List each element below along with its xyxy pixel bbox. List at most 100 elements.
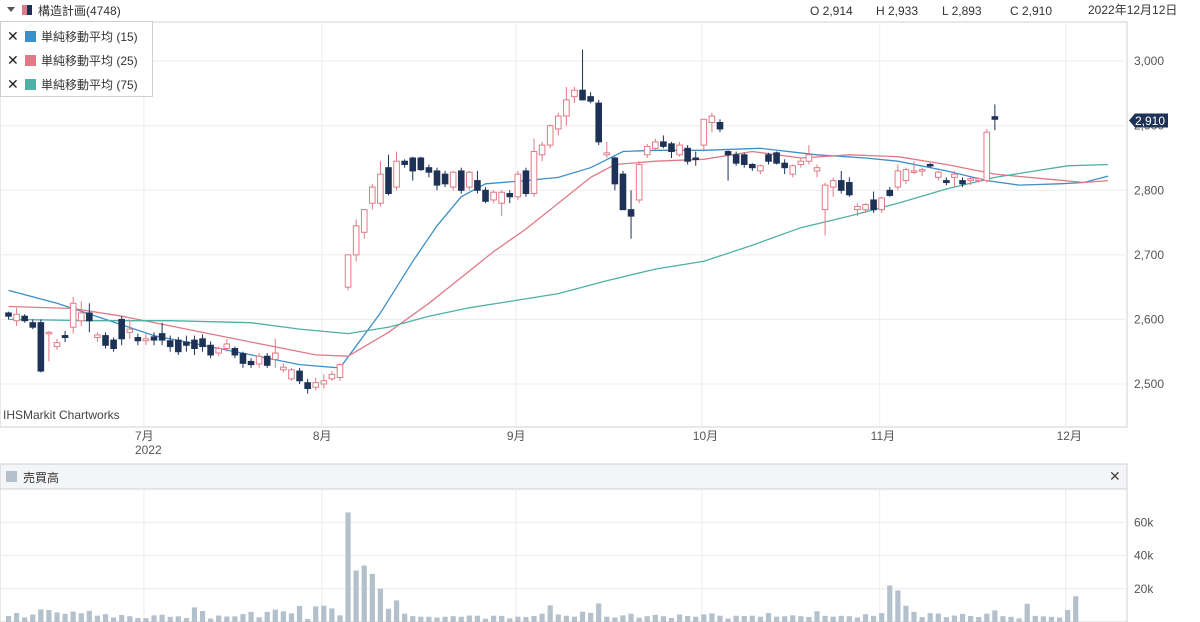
candle: [991, 104, 999, 131]
volume-bar: [86, 610, 92, 622]
close-volume-icon[interactable]: ✕: [1109, 469, 1121, 485]
volume-y-axis: 20k 40k 60k: [1134, 515, 1154, 595]
volume-bar: [862, 614, 869, 622]
candle: [530, 138, 538, 197]
volume-bar: [984, 613, 990, 622]
volume-bar: [596, 603, 602, 622]
candle: [409, 156, 417, 181]
candle: [53, 338, 61, 350]
volume-bar: [377, 588, 384, 622]
volume-bar: [46, 610, 52, 622]
candle: [619, 170, 627, 211]
volume-bar: [102, 614, 109, 622]
volume-bar: [232, 616, 238, 622]
candle: [336, 363, 344, 381]
candle: [983, 128, 991, 183]
volume-bar: [1032, 615, 1038, 622]
time-x-axis: 7月 8月 9月 10月 11月 12月: [135, 429, 1082, 443]
volume-tick-label: 60k: [1134, 515, 1154, 529]
volume-bar: [1048, 616, 1055, 622]
candle: [926, 163, 934, 168]
volume-bar: [523, 617, 529, 622]
volume-bar: [1000, 616, 1006, 622]
candle: [546, 124, 554, 149]
candle: [393, 151, 400, 191]
candle: [821, 182, 829, 236]
volume-bar: [507, 618, 513, 622]
volume-swatch-icon: [6, 471, 17, 482]
volume-bar: [790, 615, 796, 622]
candle: [789, 164, 797, 178]
candle: [668, 141, 675, 159]
ohlc-high: H 2,933: [876, 4, 918, 18]
candle: [223, 338, 231, 352]
volume-bar: [935, 613, 941, 622]
volume-bar: [571, 616, 578, 622]
volume-bar: [515, 616, 521, 622]
candle: [749, 163, 756, 171]
volume-bar: [992, 610, 998, 622]
volume-bar: [248, 611, 254, 622]
volume-bars: [5, 512, 1079, 622]
price-tick-label: 2,600: [1134, 312, 1164, 326]
candle: [910, 161, 918, 175]
volume-bar: [94, 615, 101, 622]
volume-bar: [491, 615, 497, 622]
candle: [684, 145, 691, 165]
candle: [635, 161, 643, 204]
volume-bar: [943, 617, 949, 622]
volume-bar: [256, 617, 262, 622]
volume-bar: [660, 616, 666, 622]
candle: [514, 170, 522, 200]
volume-bar: [159, 614, 165, 622]
candle: [328, 371, 336, 381]
volume-bar: [288, 613, 295, 622]
volume-bar: [410, 616, 416, 622]
year-label: 2022: [135, 443, 162, 457]
volume-bar: [563, 615, 569, 622]
candle: [255, 353, 263, 368]
volume-bar: [903, 605, 909, 622]
legend-item-sma15[interactable]: ✕ 単純移動平均 (15): [7, 27, 138, 45]
candle: [118, 316, 125, 346]
candle: [142, 333, 150, 346]
sma75-swatch: [25, 78, 36, 90]
candle: [967, 177, 974, 186]
volume-grid: [0, 489, 1127, 622]
candle: [385, 154, 392, 196]
volume-bar: [499, 615, 505, 622]
volume-bar: [183, 618, 189, 622]
legend-item-sma25[interactable]: ✕ 単純移動平均 (25): [7, 51, 138, 69]
candle: [563, 86, 570, 126]
volume-bar: [838, 615, 844, 622]
volume-bar: [628, 613, 634, 622]
volume-bar: [1056, 617, 1063, 622]
volume-bar: [305, 619, 311, 622]
volume-bar: [612, 617, 618, 622]
volume-bar: [127, 616, 133, 622]
candle: [126, 319, 134, 339]
candle: [433, 167, 441, 191]
volume-pane[interactable]: 20k 40k 60k: [0, 488, 1154, 622]
ohlc-close: C 2,910: [1010, 4, 1052, 18]
remove-sma75-icon[interactable]: ✕: [7, 76, 19, 92]
candle: [102, 332, 109, 349]
collapse-toggle-icon[interactable]: [7, 7, 15, 12]
volume-bar: [773, 616, 780, 622]
volume-bar: [337, 615, 343, 622]
volume-bar: [1024, 603, 1030, 622]
volume-bar: [13, 613, 20, 622]
volume-bar: [1073, 596, 1079, 622]
legend-item-sma75[interactable]: ✕ 単純移動平均 (75): [7, 75, 138, 93]
candle: [878, 196, 885, 213]
volume-bar: [895, 590, 901, 622]
volume-bar: [927, 613, 933, 622]
month-tick-label: 12月: [1057, 429, 1082, 443]
candle: [643, 143, 651, 159]
candle: [296, 367, 303, 384]
remove-sma15-icon[interactable]: ✕: [7, 28, 19, 44]
candle: [239, 351, 247, 368]
remove-sma25-icon[interactable]: ✕: [7, 52, 19, 68]
